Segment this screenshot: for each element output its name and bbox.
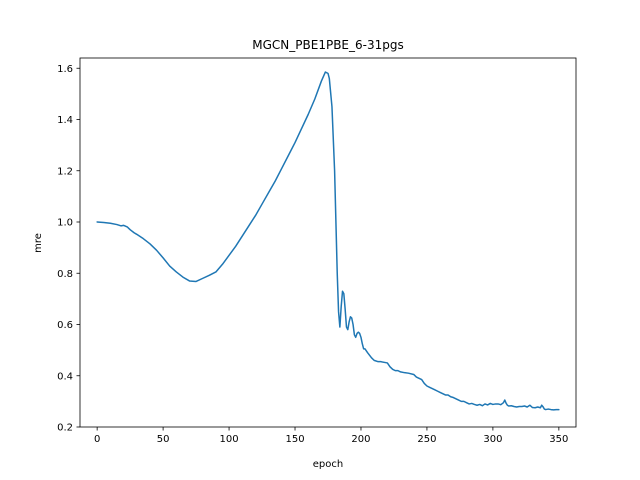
- x-tick-label: 300: [483, 434, 502, 445]
- x-axis-label: epoch: [313, 459, 343, 470]
- x-tick-label: 0: [94, 434, 100, 445]
- axes-frame: [79, 57, 577, 428]
- chart-title: MGCN_PBE1PBE_6-31pgs: [252, 38, 403, 52]
- y-tick-label: 0.2: [57, 423, 73, 434]
- x-tick-label: 250: [417, 434, 436, 445]
- y-tick-label: 0.6: [57, 320, 73, 331]
- y-tick-label: 0.4: [57, 371, 73, 382]
- y-tick-label: 1.2: [57, 166, 73, 177]
- x-tick-label: 200: [351, 434, 370, 445]
- plot-area: 0 50 100 150 200 250 300 350 0.2 0.4 0.6 0.8 1.0 1.2 1…: [57, 57, 577, 445]
- x-tick-label: 50: [157, 434, 170, 445]
- y-tick-label: 1.6: [57, 64, 73, 75]
- y-tick-label: 1.0: [57, 218, 73, 229]
- x-tick-label: 100: [220, 434, 239, 445]
- x-tick-label: 350: [549, 434, 568, 445]
- series-line-0: [96, 71, 560, 411]
- x-tick-label: 150: [285, 434, 304, 445]
- y-tick-label: 1.4: [57, 115, 73, 126]
- y-axis-label: mre: [33, 233, 44, 253]
- y-tick-label: 0.8: [57, 269, 73, 280]
